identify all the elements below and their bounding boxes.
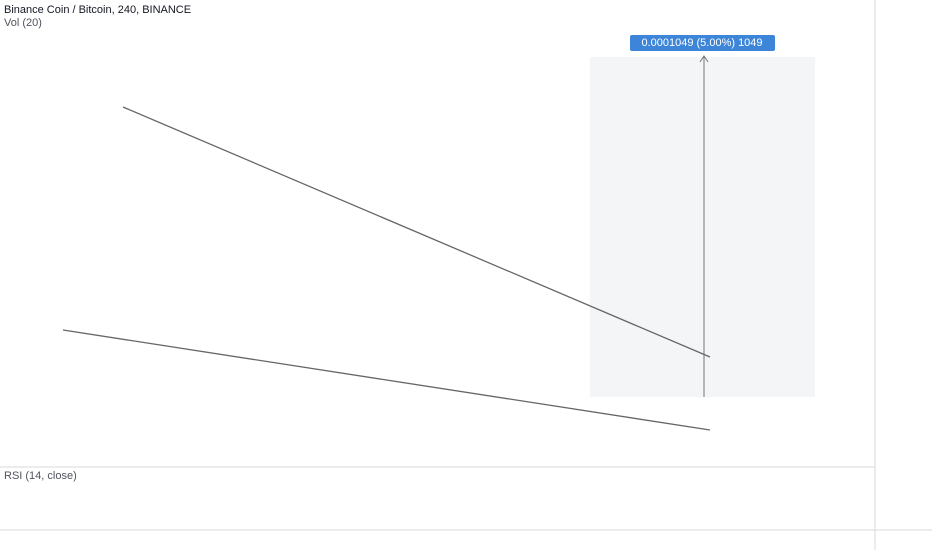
title-backdrop: [0, 2, 190, 18]
measure-arrow-head: [699, 55, 709, 63]
measure-label-box: [630, 35, 775, 51]
measure-box: [590, 57, 815, 397]
trend-line: [62, 329, 711, 431]
trend-lines: [62, 106, 711, 431]
chart-title: Binance Coin / Bitcoin, 240, BINANCE: [4, 4, 191, 16]
volume-title: Vol (20): [4, 17, 42, 29]
rsi-title: RSI (14, close): [4, 470, 77, 482]
overlays: [590, 55, 815, 397]
trend-line: [122, 106, 711, 358]
measure-label: 0.0001049 (5.00%) 1049: [641, 37, 762, 49]
